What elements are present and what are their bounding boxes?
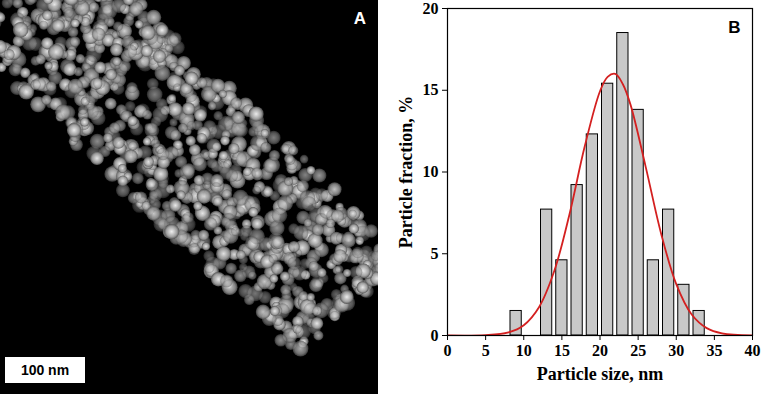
svg-text:0: 0 — [444, 342, 452, 359]
svg-text:20: 20 — [592, 342, 608, 359]
svg-text:15: 15 — [554, 342, 570, 359]
svg-text:0: 0 — [431, 327, 439, 344]
svg-text:Particle size, nm: Particle size, nm — [537, 364, 663, 384]
svg-text:5: 5 — [431, 245, 439, 262]
svg-text:15: 15 — [423, 81, 439, 98]
svg-text:B: B — [728, 18, 740, 37]
svg-text:20: 20 — [423, 0, 439, 17]
svg-text:30: 30 — [668, 342, 684, 359]
svg-text:35: 35 — [706, 342, 722, 359]
svg-text:10: 10 — [423, 163, 439, 180]
svg-text:40: 40 — [745, 342, 761, 359]
svg-text:5: 5 — [482, 342, 490, 359]
svg-text:Particle fraction, %: Particle fraction, % — [396, 96, 416, 248]
svg-text:A: A — [354, 9, 366, 28]
svg-text:100 nm: 100 nm — [21, 362, 69, 378]
svg-text:10: 10 — [516, 342, 532, 359]
svg-text:25: 25 — [630, 342, 646, 359]
